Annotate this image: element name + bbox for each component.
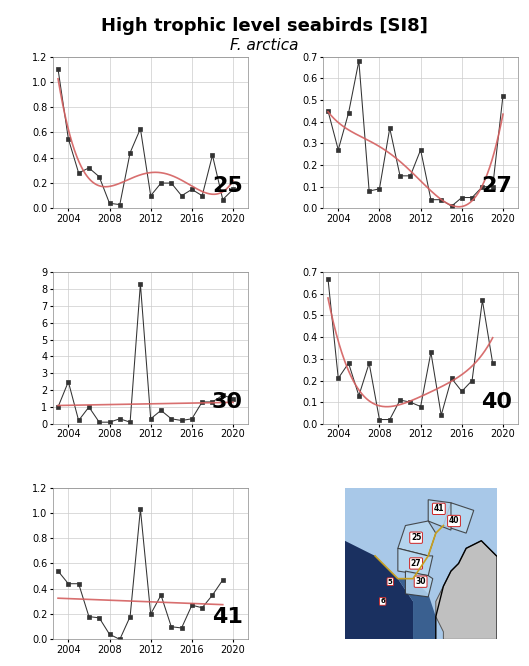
Polygon shape — [398, 579, 436, 639]
Polygon shape — [398, 548, 433, 575]
Text: 40: 40 — [449, 517, 459, 525]
Text: 40: 40 — [481, 392, 513, 412]
Polygon shape — [345, 541, 413, 639]
Polygon shape — [436, 541, 497, 639]
Text: 6: 6 — [380, 599, 385, 605]
Text: 41: 41 — [212, 607, 243, 627]
Polygon shape — [443, 503, 474, 533]
Text: 25: 25 — [212, 176, 243, 196]
Text: 27: 27 — [411, 559, 422, 568]
Text: F. arctica: F. arctica — [230, 38, 299, 53]
Text: 25: 25 — [411, 533, 421, 542]
Text: 30: 30 — [415, 577, 426, 586]
Polygon shape — [405, 571, 433, 597]
Polygon shape — [428, 500, 451, 530]
Text: 27: 27 — [482, 176, 513, 196]
Polygon shape — [398, 521, 436, 556]
Text: 5: 5 — [388, 579, 393, 585]
Text: 30: 30 — [212, 392, 243, 412]
Text: 41: 41 — [434, 504, 444, 513]
Text: High trophic level seabirds [SI8]: High trophic level seabirds [SI8] — [101, 17, 428, 35]
